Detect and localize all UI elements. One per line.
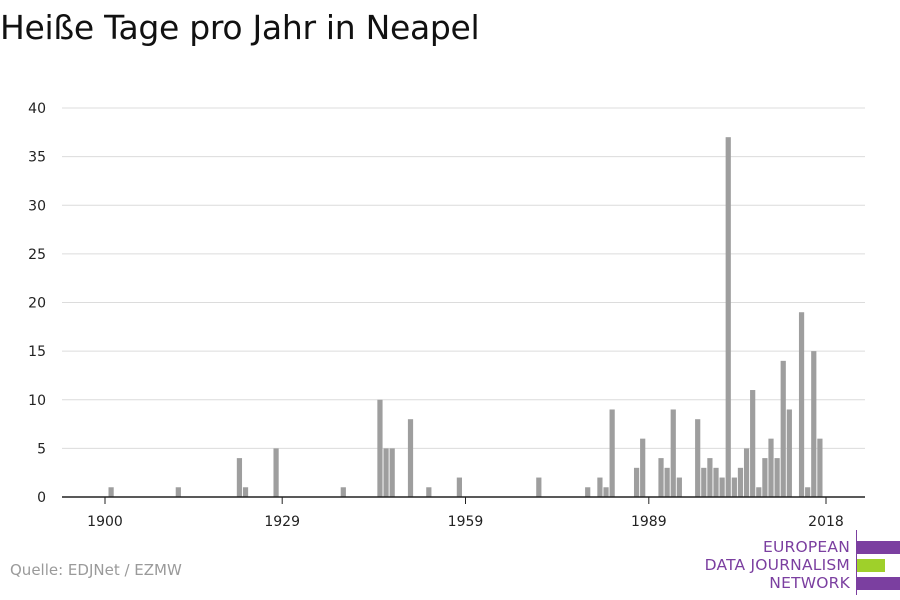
bar-1971 bbox=[536, 477, 542, 497]
y-tick-label-25: 25 bbox=[28, 247, 46, 263]
bar-2004 bbox=[737, 467, 744, 497]
bar-2009 bbox=[768, 438, 774, 497]
bar-1993 bbox=[670, 409, 676, 497]
bar-2012 bbox=[786, 409, 792, 497]
logo-line-network: NETWORK bbox=[769, 574, 850, 592]
bar-1998 bbox=[701, 467, 707, 497]
bar-1991 bbox=[658, 458, 664, 497]
bar-2011 bbox=[780, 360, 786, 497]
chart-title: Heiße Tage pro Jahr in Neapel bbox=[0, 8, 480, 47]
logo-bar-purple-bottom bbox=[857, 577, 900, 590]
x-tick-label-1900: 1900 bbox=[87, 514, 123, 530]
bar-2014 bbox=[798, 312, 805, 497]
bar-1999 bbox=[707, 458, 713, 497]
bar-1901 bbox=[108, 487, 114, 497]
bar-2010 bbox=[774, 458, 780, 497]
bar-2016 bbox=[811, 351, 817, 497]
bar-2015 bbox=[805, 487, 811, 497]
bar-1923 bbox=[242, 487, 249, 497]
bar-2002 bbox=[725, 137, 731, 498]
bar-2001 bbox=[719, 477, 725, 497]
bar-1953 bbox=[426, 487, 432, 497]
x-tick-label-1989: 1989 bbox=[631, 514, 667, 530]
bar-1912 bbox=[175, 487, 181, 497]
bar-2017 bbox=[817, 438, 823, 497]
logo-bar-green bbox=[857, 559, 885, 572]
bar-1922 bbox=[236, 458, 243, 497]
bar-2003 bbox=[731, 477, 737, 497]
bar-1992 bbox=[664, 467, 670, 497]
bar-1939 bbox=[340, 487, 346, 497]
bar-1958 bbox=[456, 477, 462, 497]
bar-1982 bbox=[603, 487, 609, 497]
bar-2007 bbox=[756, 487, 762, 497]
bar-1997 bbox=[695, 419, 701, 497]
y-tick-label-5: 5 bbox=[37, 441, 46, 457]
bar-1994 bbox=[676, 477, 682, 497]
source-note: Quelle: EDJNet / EZMW bbox=[10, 561, 182, 579]
bars bbox=[108, 137, 823, 498]
bar-1950 bbox=[407, 419, 414, 497]
x-tick-label-1959: 1959 bbox=[448, 514, 484, 530]
bar-2005 bbox=[743, 448, 750, 497]
bar-1928 bbox=[273, 448, 279, 497]
x-tick-label-1929: 1929 bbox=[264, 514, 300, 530]
bar-1981 bbox=[597, 477, 603, 497]
bar-1983 bbox=[609, 409, 615, 497]
x-tick-label-2018: 2018 bbox=[808, 514, 844, 530]
y-tick-label-40: 40 bbox=[28, 101, 46, 117]
x-axis-ticks: 1900 1929 1959 1989 2018 bbox=[87, 497, 844, 530]
logo-line-data-journalism: DATA JOURNALISM bbox=[704, 556, 850, 574]
y-axis-labels: 0 5 10 15 20 25 30 35 40 bbox=[28, 101, 46, 506]
bar-1988 bbox=[640, 438, 646, 497]
y-tick-label-20: 20 bbox=[28, 296, 46, 312]
bar-2008 bbox=[762, 458, 768, 497]
y-tick-label-0: 0 bbox=[37, 490, 46, 506]
y-tick-label-30: 30 bbox=[28, 198, 46, 214]
bar-1945 bbox=[377, 399, 383, 497]
y-tick-label-35: 35 bbox=[28, 150, 46, 166]
bar-2006 bbox=[750, 390, 756, 497]
edjnet-logo: EUROPEAN DATA JOURNALISM NETWORK bbox=[700, 530, 900, 595]
bar-1987 bbox=[633, 467, 640, 497]
gridlines bbox=[62, 107, 865, 449]
logo-line-european: EUROPEAN bbox=[762, 538, 850, 556]
y-tick-label-15: 15 bbox=[28, 344, 46, 360]
bar-1946 bbox=[383, 448, 389, 497]
bar-2000 bbox=[713, 467, 719, 497]
y-tick-label-10: 10 bbox=[28, 393, 46, 409]
bar-1947 bbox=[389, 448, 395, 497]
logo-divider bbox=[856, 530, 857, 595]
bar-1979 bbox=[585, 487, 591, 497]
logo-bar-purple-top bbox=[857, 541, 900, 554]
